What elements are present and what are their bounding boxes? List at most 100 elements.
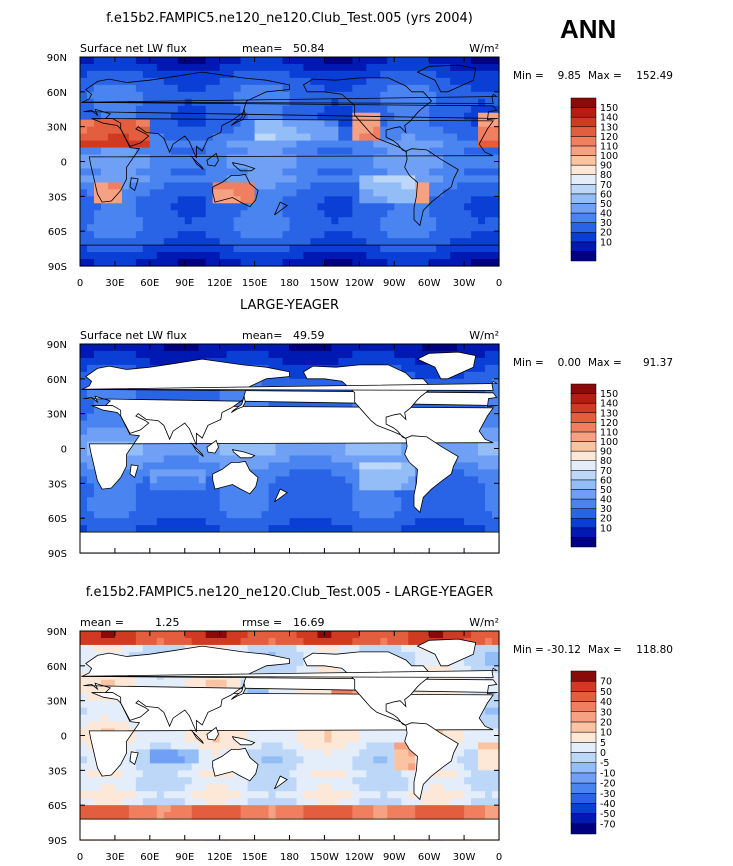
field-cell: [149, 168, 158, 177]
field-cell: [310, 504, 319, 512]
field-cell: [324, 252, 332, 260]
field-cell: [408, 182, 416, 190]
field-cell: [289, 84, 298, 93]
field-cell: [485, 364, 493, 373]
colorbar-swatch: [570, 517, 597, 529]
field-cell: [184, 112, 193, 121]
field-cell: [289, 644, 298, 653]
field-cell: [331, 448, 339, 457]
field-cell: [275, 350, 284, 359]
field-cell: [317, 57, 326, 65]
field-cell: [471, 189, 479, 197]
field-cell: [415, 84, 423, 93]
field-cell: [191, 105, 200, 114]
field-cell: [261, 476, 270, 484]
field-cell: [198, 210, 207, 218]
field-cell: [114, 91, 123, 100]
field-cell: [212, 196, 221, 204]
field-cell: [317, 126, 326, 135]
field-cell: [443, 119, 451, 128]
field-cell: [261, 525, 270, 533]
field-cell: [345, 476, 353, 484]
field-cell: [471, 504, 479, 512]
field-cell: [261, 154, 270, 163]
field-cell: [450, 63, 458, 72]
field-cell: [415, 203, 423, 211]
field-cell: [177, 756, 186, 764]
field-cell: [387, 252, 395, 260]
field-cell: [128, 217, 137, 225]
field-cell: [233, 70, 242, 79]
field-cell: [142, 749, 151, 757]
field-cell: [478, 245, 486, 253]
field-cell: [114, 210, 123, 218]
field-cell: [373, 511, 381, 519]
field-cell: [345, 57, 353, 65]
field-cell: [408, 91, 416, 100]
field-cell: [303, 469, 312, 477]
field-cell: [233, 259, 242, 267]
field-cell: [233, 525, 242, 533]
field-cell: [261, 231, 270, 239]
field-cell: [429, 525, 437, 533]
field-cell: [226, 742, 235, 751]
field-cell: [331, 490, 339, 498]
field-cell: [373, 140, 381, 149]
field-cell: [121, 238, 130, 246]
x-tick-label: 180: [280, 278, 299, 289]
field-cell: [457, 378, 465, 387]
field-cell: [310, 483, 319, 491]
colorbar-swatch: [570, 164, 597, 175]
field-cell: [268, 469, 277, 477]
field-cell: [86, 462, 95, 470]
field-cell: [121, 259, 130, 267]
field-cell: [205, 483, 214, 491]
field-cell: [366, 175, 374, 183]
field-cell: [233, 133, 242, 142]
field-cell: [296, 91, 305, 100]
field-cell: [184, 175, 193, 183]
field-cell: [142, 462, 151, 470]
field-cell: [205, 245, 214, 253]
field-cell: [485, 245, 493, 253]
field-cell: [198, 84, 207, 93]
field-cell: [275, 651, 284, 660]
field-cell: [422, 518, 430, 526]
field-cell: [205, 189, 214, 197]
field-cell: [86, 483, 95, 491]
field-cell: [219, 189, 228, 197]
field-cell: [184, 259, 193, 267]
field-cell: [352, 644, 360, 653]
field-cell: [205, 497, 214, 505]
field-cell: [86, 511, 95, 519]
field-cell: [191, 217, 200, 225]
field-cell: [492, 357, 500, 366]
field-cell: [345, 357, 353, 366]
field-cell: [429, 77, 437, 86]
field-cell: [163, 392, 172, 401]
field-cell: [492, 756, 500, 764]
field-cell: [275, 448, 284, 457]
field-cell: [352, 728, 360, 737]
field-cell: [464, 448, 472, 457]
field-cell: [443, 497, 451, 505]
field-cell: [296, 686, 305, 695]
field-cell: [107, 175, 116, 183]
field-cell: [289, 399, 298, 408]
field-cell: [170, 84, 179, 93]
field-cell: [261, 469, 270, 477]
field-cell: [471, 490, 479, 498]
field-cell: [296, 476, 305, 484]
y-tick-label: 90S: [48, 262, 67, 273]
field-cell: [247, 189, 256, 197]
field-cell: [121, 518, 130, 526]
field-cell: [387, 344, 395, 352]
field-cell: [156, 189, 165, 197]
field-cell: [422, 210, 430, 218]
field-cell: [226, 679, 235, 688]
coastline-namerica: [302, 364, 433, 440]
field-cell: [275, 735, 284, 744]
field-cell: [352, 119, 360, 128]
field-cell: [443, 252, 451, 260]
field-cell: [135, 441, 144, 450]
